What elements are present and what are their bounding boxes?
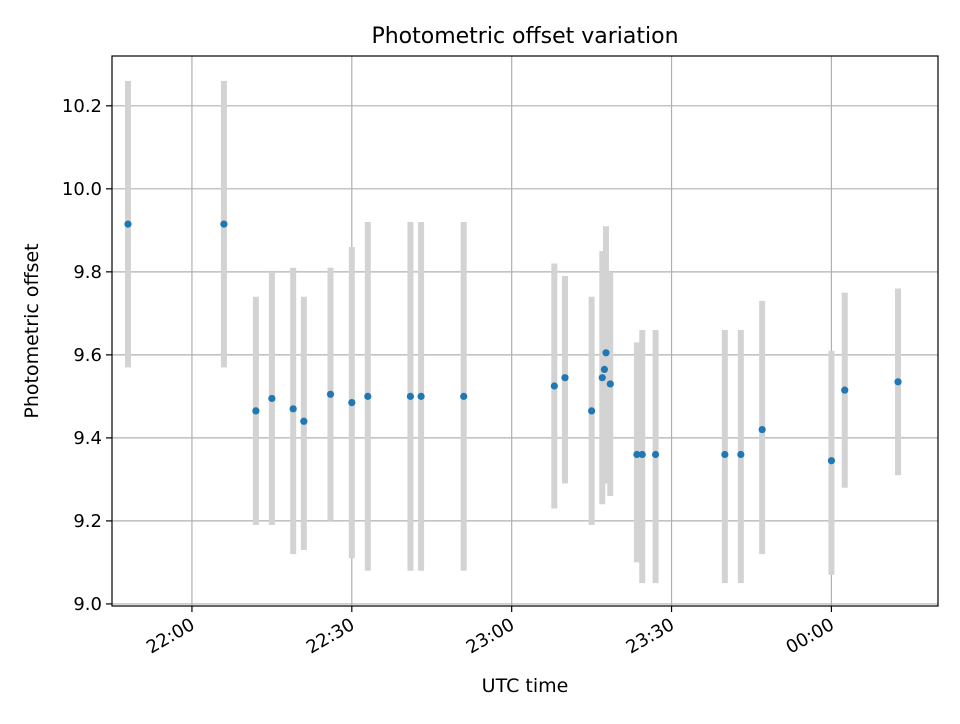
data-point (721, 450, 729, 459)
data-point (550, 382, 558, 390)
y-tick-label: 10.2 (62, 96, 102, 117)
data-point (758, 425, 766, 434)
y-axis-ticks: 9.0 9.2 9.4 9.6 9.8 10.0 10.2 (62, 96, 112, 615)
data-point (633, 450, 641, 459)
data-point (417, 392, 425, 400)
data-point (300, 417, 308, 425)
data-point (588, 407, 596, 415)
y-axis-label: Photometric offset (21, 243, 43, 418)
data-point (268, 394, 276, 403)
chart-title: Photometric offset variation (371, 24, 678, 49)
data-point (841, 386, 849, 394)
data-point (289, 405, 297, 413)
y-tick-label: 9.8 (73, 262, 102, 283)
data-point (606, 380, 614, 388)
data-point (561, 374, 569, 382)
data-point (602, 349, 610, 357)
data-point (460, 392, 468, 400)
data-point (827, 457, 836, 465)
data-point (598, 374, 606, 382)
data-point (651, 450, 660, 459)
y-tick-label: 9.0 (73, 594, 102, 615)
data-point (348, 399, 356, 407)
x-axis-label: UTC time (482, 675, 569, 697)
data-point (638, 450, 646, 459)
plot-frame (111, 55, 939, 607)
data-point (124, 220, 132, 228)
data-point (737, 450, 745, 459)
data-point (220, 220, 228, 228)
grid (112, 56, 938, 606)
data-point (252, 407, 260, 415)
y-tick-label: 10.0 (62, 179, 102, 200)
y-tick-label: 9.2 (73, 511, 102, 532)
data-point (600, 365, 609, 373)
data-point (894, 378, 902, 386)
y-tick-label: 9.4 (73, 428, 102, 449)
data-points (124, 220, 902, 465)
data-point (406, 392, 415, 400)
data-point (326, 390, 335, 398)
y-tick-label: 9.6 (73, 345, 102, 366)
data-point (364, 392, 372, 400)
